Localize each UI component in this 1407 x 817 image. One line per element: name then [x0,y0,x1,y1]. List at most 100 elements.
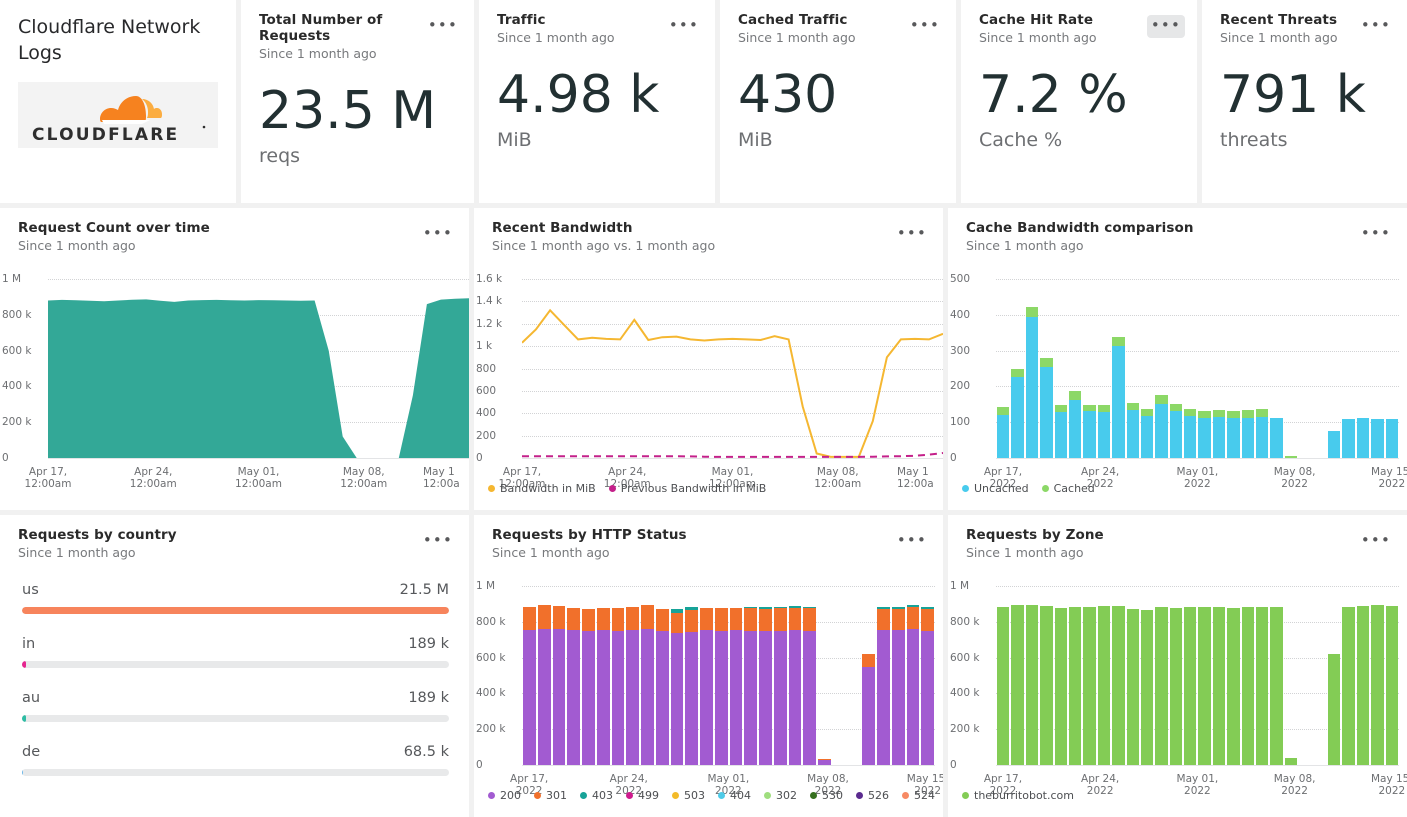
bar-column[interactable] [729,586,744,765]
bar-column[interactable] [802,586,817,765]
bar-column[interactable] [1356,279,1370,458]
bar-column[interactable] [1097,586,1111,765]
bar-column[interactable] [522,586,537,765]
bar-column[interactable] [1370,586,1384,765]
bar-column[interactable] [1197,586,1211,765]
legend-item[interactable]: 404 [718,789,751,802]
country-row[interactable]: de 68.5 k [22,744,449,776]
plot-area[interactable] [522,586,935,765]
bar-column[interactable] [1126,279,1140,458]
bar-column[interactable] [1111,279,1125,458]
plot-area[interactable] [48,279,469,458]
country-row[interactable]: us 21.5 M [22,582,449,614]
panel-menu-icon[interactable]: ••• [422,224,453,242]
bar-column[interactable] [1241,279,1255,458]
bar-column[interactable] [920,586,935,765]
bar-column[interactable] [1341,279,1355,458]
bar-column[interactable] [1154,586,1168,765]
bar-column[interactable] [1054,586,1068,765]
bar-column[interactable] [537,586,552,765]
legend-item[interactable]: 524 [902,789,935,802]
bar-column[interactable] [1284,279,1298,458]
bar-column[interactable] [1327,279,1341,458]
bar-column[interactable] [876,586,891,765]
bar-column[interactable] [566,586,581,765]
bar-column[interactable] [1197,279,1211,458]
bar-column[interactable] [1126,586,1140,765]
bar-column[interactable] [1298,279,1312,458]
bar-column[interactable] [1385,586,1399,765]
legend-item[interactable]: 301 [534,789,567,802]
chart-cache-bandwidth[interactable]: 0 100 200 300 400 500 Apr 17, 2022 Apr 24, 2022 Ma… [948,263,1407,510]
bar-column[interactable] [1140,586,1154,765]
bar-column[interactable] [1025,279,1039,458]
bar-column[interactable] [847,586,862,765]
bar-column[interactable] [996,586,1010,765]
bar-column[interactable] [1284,586,1298,765]
bar-column[interactable] [1341,586,1355,765]
bar-column[interactable] [1313,586,1327,765]
plot-area[interactable] [996,279,1399,458]
bar-column[interactable] [1154,279,1168,458]
bar-column[interactable] [581,586,596,765]
bar-column[interactable] [1082,586,1096,765]
bar-column[interactable] [670,586,685,765]
bar-column[interactable] [1111,586,1125,765]
country-row[interactable]: au 189 k [22,690,449,722]
panel-menu-icon[interactable]: ••• [896,531,927,549]
chart-by-zone[interactable]: 0 200 k 400 k 600 k 800 k 1 M Apr 17, 2022 Apr 2… [948,570,1407,817]
bar-column[interactable] [1010,586,1024,765]
bar-column[interactable] [1327,586,1341,765]
bar-column[interactable] [743,586,758,765]
panel-menu-icon[interactable]: ••• [909,16,940,34]
bar-column[interactable] [655,586,670,765]
bar-column[interactable] [861,586,876,765]
bar-column[interactable] [1169,279,1183,458]
bar-column[interactable] [996,279,1010,458]
bar-column[interactable] [1183,279,1197,458]
plot-area[interactable] [996,586,1399,765]
bar-column[interactable] [1212,586,1226,765]
bar-column[interactable] [1255,279,1269,458]
bar-column[interactable] [1082,279,1096,458]
bar-column[interactable] [906,586,921,765]
bar-column[interactable] [714,586,729,765]
bar-column[interactable] [758,586,773,765]
bar-column[interactable] [1169,586,1183,765]
bar-column[interactable] [891,586,906,765]
bar-column[interactable] [1313,279,1327,458]
bar-column[interactable] [625,586,640,765]
bar-column[interactable] [1356,586,1370,765]
legend-item[interactable]: 530 [810,789,843,802]
panel-menu-icon[interactable]: ••• [427,16,458,34]
bar-column[interactable] [1255,586,1269,765]
bar-column[interactable] [1010,279,1024,458]
bar-column[interactable] [1385,279,1399,458]
bar-column[interactable] [1039,586,1053,765]
bar-column[interactable] [1140,279,1154,458]
panel-menu-icon[interactable]: ••• [896,224,927,242]
bar-column[interactable] [1039,279,1053,458]
panel-menu-icon[interactable]: ••• [422,531,453,549]
panel-menu-icon[interactable]: ••• [1360,16,1391,34]
panel-menu-icon[interactable]: ••• [1360,531,1391,549]
legend-item[interactable]: 503 [672,789,705,802]
legend-item[interactable]: Bandwidth in MiB [488,482,596,495]
legend-item[interactable]: 200 [488,789,521,802]
bar-column[interactable] [1212,279,1226,458]
chart-recent-bandwidth[interactable]: 0 200 400 600 800 1 k 1.2 k 1.4 k 1.6 k Apr 17, 12… [474,263,943,510]
bar-column[interactable] [596,586,611,765]
legend-item[interactable]: 499 [626,789,659,802]
bar-column[interactable] [640,586,655,765]
plot-area[interactable] [522,279,943,458]
panel-menu-icon[interactable]: ••• [668,16,699,34]
bar-column[interactable] [1226,279,1240,458]
legend-item[interactable]: Cached [1041,482,1095,495]
bar-column[interactable] [699,586,714,765]
bar-column[interactable] [1370,279,1384,458]
bar-column[interactable] [684,586,699,765]
bar-column[interactable] [832,586,847,765]
bar-column[interactable] [1054,279,1068,458]
legend-item[interactable]: Previous Bandwidth in MiB [608,482,766,495]
legend-item[interactable]: 302 [764,789,797,802]
